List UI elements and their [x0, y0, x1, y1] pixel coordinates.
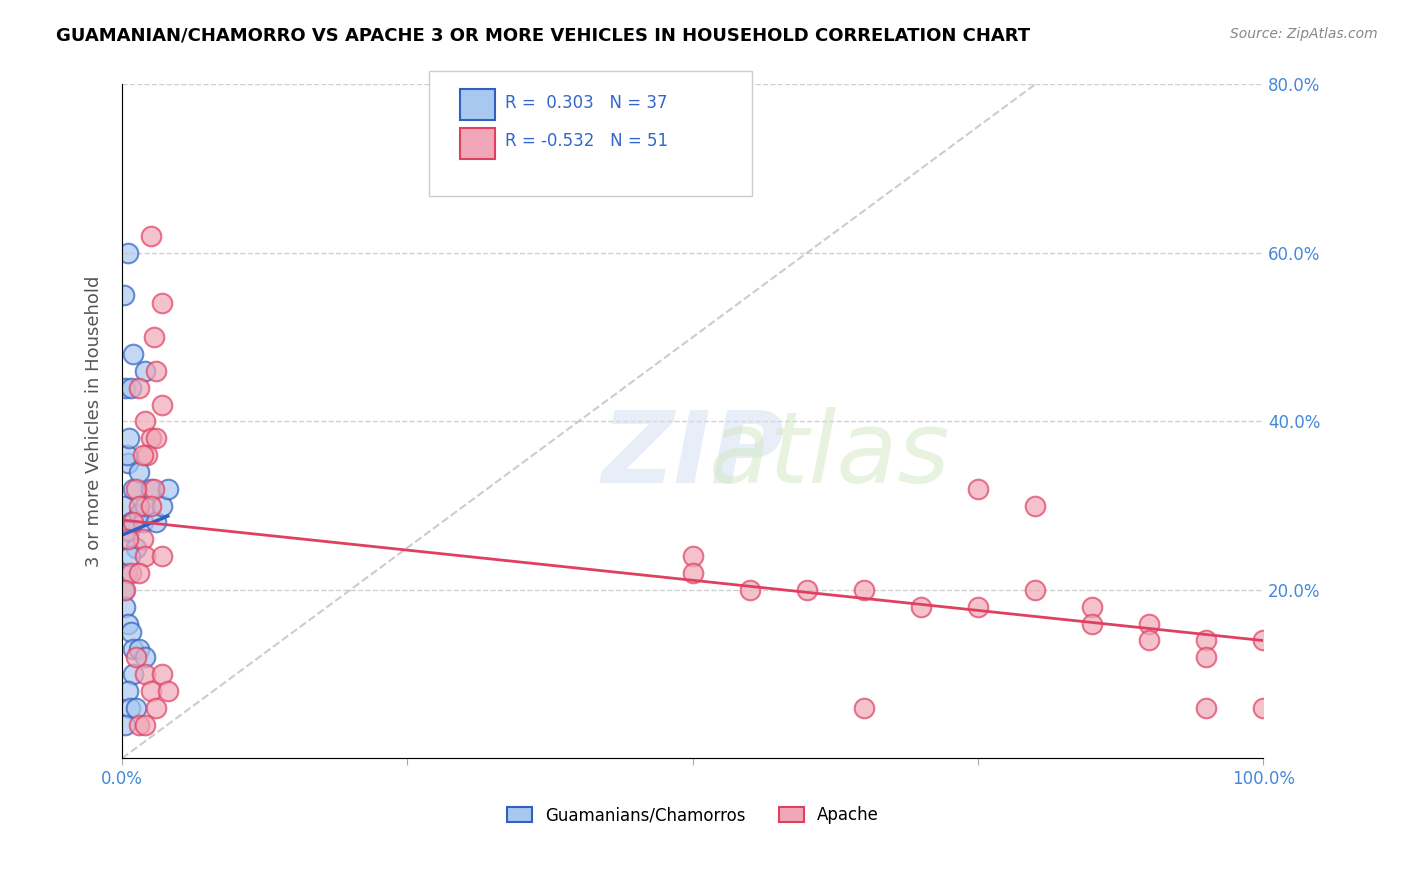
Point — [1253, 633, 1275, 648]
Point — [125, 650, 148, 665]
Point — [117, 533, 139, 547]
Point — [134, 549, 156, 563]
Point — [145, 364, 167, 378]
Point — [852, 582, 875, 597]
Point — [139, 684, 162, 698]
Point — [682, 566, 704, 580]
Point — [122, 482, 145, 496]
Point — [128, 566, 150, 580]
Point — [143, 330, 166, 344]
Point — [145, 431, 167, 445]
Point — [118, 700, 141, 714]
Point — [118, 431, 141, 445]
Point — [1081, 599, 1104, 614]
Point — [134, 667, 156, 681]
Point — [134, 364, 156, 378]
Point — [128, 465, 150, 479]
Point — [139, 229, 162, 244]
Point — [115, 448, 138, 462]
Point — [967, 599, 990, 614]
Point — [125, 482, 148, 496]
Point — [738, 582, 761, 597]
Y-axis label: 3 or more Vehicles in Household: 3 or more Vehicles in Household — [86, 276, 103, 567]
Point — [150, 398, 173, 412]
Point — [150, 667, 173, 681]
Point — [1195, 633, 1218, 648]
Point — [910, 599, 932, 614]
Legend: Guamanians/Chamorros, Apache: Guamanians/Chamorros, Apache — [501, 799, 886, 830]
Point — [118, 549, 141, 563]
Point — [145, 516, 167, 530]
Point — [120, 516, 142, 530]
Point — [134, 650, 156, 665]
Point — [120, 381, 142, 395]
Point — [156, 684, 179, 698]
Point — [1137, 633, 1160, 648]
Point — [112, 582, 135, 597]
Point — [131, 448, 153, 462]
Point — [122, 641, 145, 656]
Point — [120, 566, 142, 580]
Point — [125, 700, 148, 714]
Point — [1024, 582, 1046, 597]
Text: R = -0.532   N = 51: R = -0.532 N = 51 — [505, 132, 668, 150]
Point — [1253, 700, 1275, 714]
Point — [796, 582, 818, 597]
Point — [128, 507, 150, 521]
Point — [128, 381, 150, 395]
Point — [122, 347, 145, 361]
Text: ZIP: ZIP — [602, 407, 785, 504]
Point — [131, 516, 153, 530]
Point — [128, 499, 150, 513]
Point — [1137, 616, 1160, 631]
Point — [117, 616, 139, 631]
Point — [117, 457, 139, 471]
Point — [128, 641, 150, 656]
Point — [117, 246, 139, 260]
Point — [156, 482, 179, 496]
Point — [1195, 650, 1218, 665]
Text: GUAMANIAN/CHAMORRO VS APACHE 3 OR MORE VEHICLES IN HOUSEHOLD CORRELATION CHART: GUAMANIAN/CHAMORRO VS APACHE 3 OR MORE V… — [56, 27, 1031, 45]
Point — [120, 624, 142, 639]
Text: R =  0.303   N = 37: R = 0.303 N = 37 — [505, 94, 668, 112]
Point — [112, 288, 135, 302]
Point — [143, 482, 166, 496]
Point — [114, 381, 136, 395]
Point — [134, 414, 156, 428]
Point — [134, 499, 156, 513]
Point — [117, 684, 139, 698]
Point — [150, 549, 173, 563]
Point — [134, 717, 156, 731]
Point — [131, 533, 153, 547]
Point — [122, 667, 145, 681]
Point — [114, 582, 136, 597]
Point — [139, 431, 162, 445]
Point — [112, 499, 135, 513]
Point — [115, 566, 138, 580]
Point — [114, 599, 136, 614]
Point — [1081, 616, 1104, 631]
Point — [150, 499, 173, 513]
Point — [852, 700, 875, 714]
Point — [136, 448, 159, 462]
Point — [145, 700, 167, 714]
Point — [128, 717, 150, 731]
Point — [122, 516, 145, 530]
Text: Source: ZipAtlas.com: Source: ZipAtlas.com — [1230, 27, 1378, 41]
Point — [1195, 700, 1218, 714]
Point — [682, 549, 704, 563]
Point — [150, 296, 173, 310]
Text: atlas: atlas — [709, 407, 950, 504]
Point — [114, 717, 136, 731]
Point — [139, 482, 162, 496]
Point — [125, 541, 148, 555]
Point — [139, 499, 162, 513]
Point — [114, 533, 136, 547]
Point — [1024, 499, 1046, 513]
Point — [118, 524, 141, 538]
Point — [967, 482, 990, 496]
